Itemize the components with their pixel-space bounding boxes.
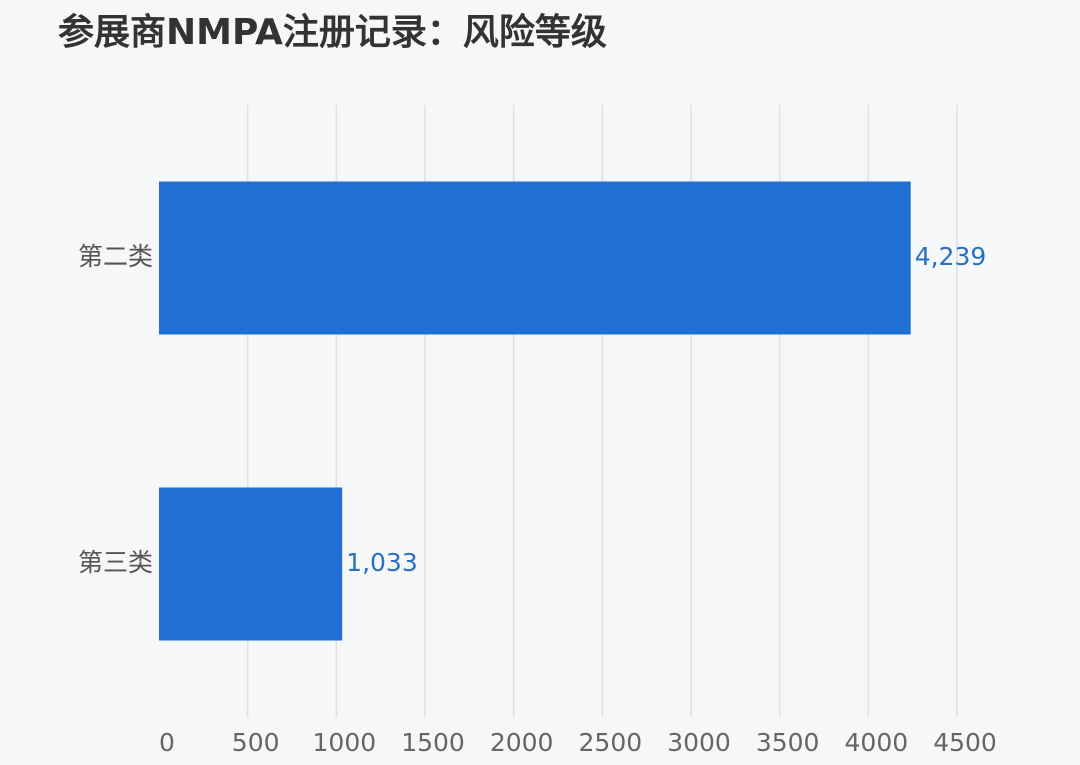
x-tick-label: 4000 bbox=[845, 728, 909, 757]
x-tick-label: 3000 bbox=[667, 728, 731, 757]
x-tick-label: 500 bbox=[232, 728, 280, 757]
bar bbox=[159, 487, 343, 641]
x-tick-label: 2500 bbox=[579, 728, 643, 757]
x-tick-label: 4500 bbox=[933, 728, 997, 757]
x-tick-label: 0 bbox=[159, 728, 175, 757]
y-tick-label: 第三类 bbox=[78, 548, 153, 577]
bar bbox=[159, 181, 911, 335]
chart-title: 参展商NMPA注册记录：风险等级 bbox=[58, 12, 607, 53]
value-label: 4,239 bbox=[915, 242, 987, 271]
x-tick-label: 1500 bbox=[401, 728, 465, 757]
x-tick-label: 3500 bbox=[756, 728, 820, 757]
x-tick-label: 2000 bbox=[490, 728, 554, 757]
value-label: 1,033 bbox=[346, 548, 418, 577]
x-tick-label: 1000 bbox=[313, 728, 377, 757]
y-tick-label: 第二类 bbox=[78, 242, 153, 271]
